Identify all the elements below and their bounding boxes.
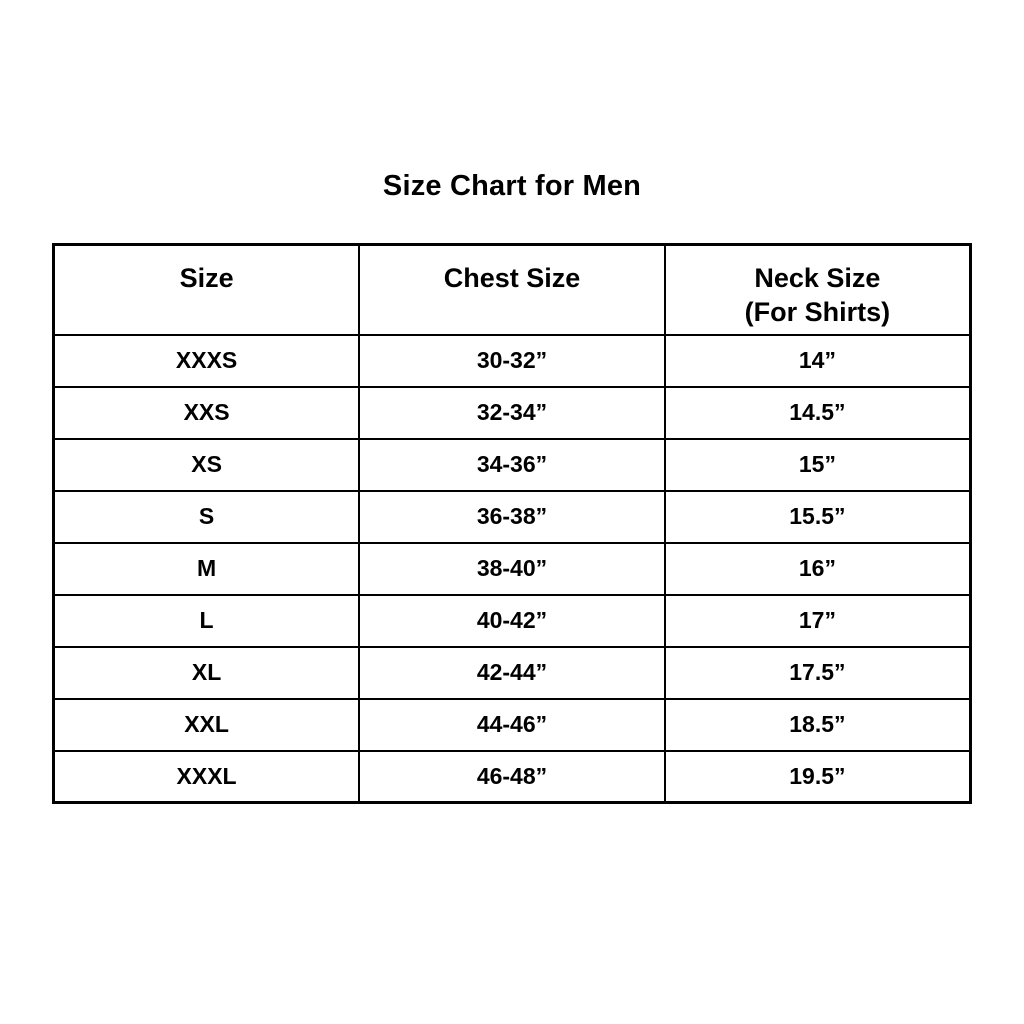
cell-size: XS [52,437,361,492]
table-row: XXS 32-34” 14.5” [52,385,972,440]
cell-chest-size: 42-44” [358,645,666,700]
cell-chest-size: 38-40” [358,541,666,596]
cell-size: S [52,489,361,544]
table-row: XS 34-36” 15” [52,437,972,492]
table-body: XXXS 30-32” 14” XXS 32-34” 14.5” XS 34-36” 15” S 3… [52,333,972,804]
cell-neck-size: 17.5” [663,645,972,700]
cell-neck-size: 15.5” [663,489,972,544]
cell-chest-size: 36-38” [358,489,666,544]
cell-size: M [52,541,361,596]
column-header-chest-size: Chest Size [358,243,666,336]
cell-neck-size: 14” [663,333,972,388]
cell-chest-size: 44-46” [358,697,666,752]
cell-size: XXL [52,697,361,752]
column-header-neck-size: Neck Size (For Shirts) [663,243,972,336]
cell-chest-size: 34-36” [358,437,666,492]
cell-neck-size: 16” [663,541,972,596]
cell-chest-size: 46-48” [358,749,666,804]
page-title: Size Chart for Men [382,170,642,202]
cell-neck-size: 18.5” [663,697,972,752]
table-row: XXXL 46-48” 19.5” [52,749,972,804]
cell-size: XXXL [52,749,361,804]
column-header-neck-size-label: Neck Size [754,263,881,293]
table-row: M 38-40” 16” [52,541,972,596]
cell-neck-size: 15” [663,437,972,492]
size-chart-table: Size Chest Size Neck Size (For Shirts) X… [52,243,972,804]
table-row: XL 42-44” 17.5” [52,645,972,700]
table-header: Size Chest Size Neck Size (For Shirts) [52,243,972,336]
cell-size: XXS [52,385,361,440]
cell-size: L [52,593,361,648]
column-header-chest-size-label: Chest Size [443,263,581,293]
cell-size: XXXS [52,333,361,388]
column-header-size-label: Size [179,263,234,293]
cell-chest-size: 40-42” [358,593,666,648]
cell-neck-size: 19.5” [663,749,972,804]
cell-neck-size: 17” [663,593,972,648]
table-header-row: Size Chest Size Neck Size (For Shirts) [52,243,972,336]
cell-size: XL [52,645,361,700]
column-header-size: Size [52,243,361,336]
cell-neck-size: 14.5” [663,385,972,440]
cell-chest-size: 32-34” [358,385,666,440]
cell-chest-size: 30-32” [358,333,666,388]
table-row: S 36-38” 15.5” [52,489,972,544]
table-row: XXL 44-46” 18.5” [52,697,972,752]
column-header-neck-size-sublabel: (For Shirts) [744,296,891,327]
table-row: L 40-42” 17” [52,593,972,648]
table-row: XXXS 30-32” 14” [52,333,972,388]
